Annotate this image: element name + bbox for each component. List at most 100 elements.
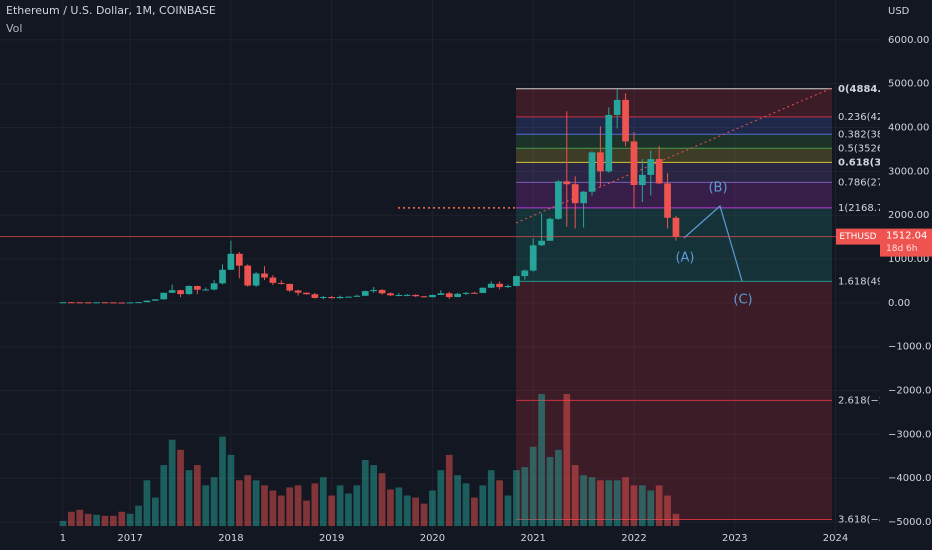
candle-body [420, 296, 428, 298]
candle-body [328, 297, 336, 299]
y-tick-label: 0.00 [888, 298, 910, 309]
volume-bar [437, 470, 445, 526]
candle-body [437, 293, 445, 295]
volume-bar [395, 487, 403, 526]
candle-body [202, 289, 210, 291]
y-tick-label: −2000.00 [888, 386, 932, 397]
candle-body [345, 296, 352, 298]
volume-bar [59, 520, 67, 526]
candles [59, 89, 680, 304]
volume-bar [168, 439, 176, 526]
fib-band [516, 88, 832, 117]
volume-bar [622, 477, 629, 526]
candle-body [479, 287, 487, 293]
volume-bar [235, 480, 243, 526]
candle-body [210, 283, 218, 290]
volume-bar [68, 511, 75, 526]
x-tick-label: 2022 [621, 533, 646, 544]
volume-bar [546, 456, 554, 526]
candle-body [462, 292, 470, 294]
volume-bar [118, 511, 126, 526]
volume-bar [521, 467, 529, 526]
x-tick-label: 1 [60, 533, 66, 544]
candle-body [84, 302, 92, 304]
x-tick-label: 2018 [218, 533, 243, 544]
candle-body [664, 183, 671, 218]
candle-body [605, 114, 613, 172]
fib-label: 1.618(490 [838, 276, 890, 287]
volume-bar [177, 449, 184, 526]
volume-bar [328, 495, 336, 526]
wave-path [683, 204, 743, 282]
candle-body [580, 191, 587, 204]
candle-body [672, 217, 680, 237]
volume-bar [252, 480, 260, 526]
candle-body [294, 290, 302, 293]
y-tick-label: 3000.00 [888, 166, 929, 177]
candle-body [521, 270, 529, 277]
volume-bar [664, 495, 671, 526]
candle-body [151, 299, 159, 301]
candle-body [361, 291, 369, 296]
volume-bar [613, 480, 621, 526]
volume-bar [143, 480, 151, 526]
candle-body [588, 152, 596, 192]
fib-label: 1(2168.73 [838, 203, 890, 214]
candle-body [286, 283, 294, 291]
candle-body [59, 302, 67, 304]
price-axis [880, 0, 932, 550]
volume-bar [387, 489, 394, 526]
volume-label: Vol [6, 22, 22, 35]
candle-body [504, 285, 512, 288]
volume-bar [571, 465, 579, 526]
fib-label: 0.618(320 [838, 157, 895, 168]
wave-label: (B) [708, 181, 727, 196]
y-tick-label: 4000.00 [888, 123, 929, 134]
volume [59, 394, 680, 526]
volume-bar [403, 495, 411, 526]
volume-bar [513, 470, 520, 526]
volume-bar [353, 485, 361, 526]
volume-bar [101, 515, 109, 526]
candle-body [261, 273, 268, 278]
candle-body [403, 294, 411, 296]
y-tick-label: −3000.00 [888, 429, 932, 440]
candle-body [185, 285, 193, 295]
fib-label: 2.618(−22 [838, 395, 892, 406]
volume-bar [202, 485, 210, 526]
fib-band [516, 182, 832, 208]
volume-bar [345, 493, 352, 526]
candle-body [597, 152, 604, 172]
candle-body [336, 296, 344, 299]
volume-bar [420, 503, 428, 526]
fib-label: 0.5(3526. [838, 143, 886, 154]
candle-body [311, 294, 319, 298]
axes: 6000.00 5000.00 4000.00 3000.00 2000.00 1000.… [60, 35, 932, 544]
candle-body [244, 265, 252, 286]
countdown-label: 18d 6h [886, 244, 917, 254]
volume-bar [294, 485, 302, 526]
volume-bar [210, 477, 218, 526]
candle-body [429, 294, 436, 298]
candle-body [177, 290, 184, 295]
volume-bar [160, 465, 168, 526]
drawings [683, 204, 743, 282]
volume-bar [580, 475, 587, 526]
volume-bar [630, 485, 638, 526]
volume-bar [655, 485, 663, 526]
x-tick-label: 2023 [722, 533, 747, 544]
volume-bar [454, 475, 461, 526]
volume-bar [479, 485, 487, 526]
volume-bar [84, 513, 92, 526]
candle-body [378, 289, 386, 294]
volume-bar [269, 490, 277, 526]
volume-bar [588, 477, 596, 526]
volume-bar [336, 485, 344, 526]
candle-body [412, 294, 420, 297]
volume-bar [76, 509, 84, 526]
volume-bar [227, 454, 235, 526]
volume-bar [110, 515, 117, 526]
x-tick-label: 2021 [520, 533, 545, 544]
volume-bar [193, 465, 201, 526]
